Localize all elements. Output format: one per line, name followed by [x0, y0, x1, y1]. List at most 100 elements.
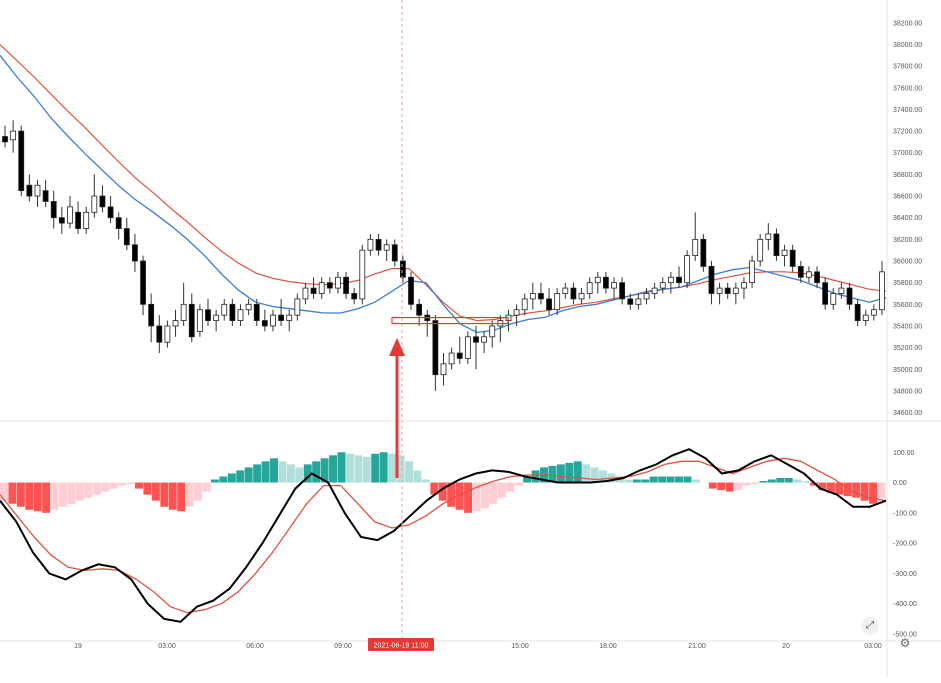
histogram-bar [767, 479, 776, 483]
price-tick-label: 37800.00 [893, 64, 922, 71]
candle-body [326, 282, 333, 289]
candle-body [676, 276, 682, 284]
candle-body [132, 244, 138, 262]
candle-body [75, 211, 81, 229]
histogram-bar [143, 482, 152, 495]
histogram-bar [75, 482, 84, 501]
histogram-bar [641, 479, 650, 483]
histogram-bar [135, 482, 143, 489]
candle-body [318, 282, 325, 294]
histogram-bar [742, 482, 751, 486]
histogram-bar [413, 470, 422, 483]
candle-body [221, 303, 228, 316]
time-axis: 19 03:00 06:00 09:00 15:00 18:00 21:00 20 03:00 [74, 643, 882, 650]
candle-body [253, 303, 260, 321]
candle-body [367, 238, 374, 251]
candle-body [822, 282, 829, 305]
histogram-bar [126, 482, 135, 485]
fullscreen-icon[interactable]: ⤢ [861, 617, 879, 635]
macd-tick-label: -200.00 [893, 541, 917, 548]
histogram-bar [320, 458, 329, 483]
histogram-bar [25, 482, 34, 510]
candle-body [10, 130, 17, 141]
candle-body [513, 309, 520, 316]
histogram-bar [852, 482, 861, 498]
candle-body [237, 309, 244, 321]
histogram-bar [194, 482, 203, 501]
candle-body [50, 201, 57, 219]
macd-tick-label: -100.00 [893, 510, 917, 517]
signal-line [0, 457, 887, 614]
histogram-bar [464, 482, 473, 513]
histogram-bar [506, 482, 515, 492]
candle-body [18, 130, 25, 192]
time-tick-label: 03:00 [158, 643, 176, 650]
candle-body [594, 276, 601, 284]
candle-body [278, 314, 284, 321]
histogram-bar [835, 482, 844, 495]
time-tick-label: 09:00 [334, 643, 352, 650]
price-tick-label: 35800.00 [893, 280, 922, 287]
histogram-bar [185, 482, 194, 507]
price-tick-label: 35400.00 [893, 323, 922, 330]
candle-body [797, 266, 804, 278]
histogram-bar [582, 464, 591, 483]
arrow-head [389, 338, 405, 356]
histogram-bar [59, 482, 68, 507]
candle-body [554, 293, 561, 311]
candle-body [67, 206, 73, 224]
candle-body [440, 363, 447, 376]
macd-axis: 100.00 0.00 -100.00 -200.00 -300.00 -400.00 -5… [893, 450, 917, 639]
histogram-bar [278, 461, 287, 483]
histogram-bar [531, 470, 540, 483]
histogram-bar [33, 482, 42, 512]
candle-body [432, 320, 439, 376]
candle-body [107, 206, 114, 219]
histogram-bar [573, 461, 582, 483]
candle-body [562, 287, 569, 294]
candle-body [627, 298, 634, 305]
candle-body [58, 217, 65, 224]
candle-body [862, 314, 869, 321]
candle-body [205, 309, 211, 321]
candle-body [611, 282, 617, 289]
histogram-bar [67, 482, 76, 504]
gear-icon[interactable]: ⚙ [899, 636, 911, 650]
candle-body [115, 217, 122, 229]
candle-body [245, 303, 252, 311]
price-tick-label: 37600.00 [893, 85, 922, 92]
candle-body [529, 293, 536, 300]
histogram-bar [160, 482, 169, 507]
histogram-bar [776, 477, 785, 483]
histogram-bar [396, 455, 405, 483]
histogram-bar [784, 477, 793, 483]
candle-body [42, 190, 49, 202]
candle-body [619, 282, 626, 300]
candlesticks [2, 120, 885, 391]
candle-body [473, 336, 479, 343]
candle-body [481, 336, 488, 343]
histogram-bar [388, 453, 397, 483]
histogram-bar [84, 482, 93, 498]
candle-body [643, 293, 650, 300]
ema-fast-line [0, 54, 887, 334]
price-tick-label: 34600.00 [893, 410, 922, 417]
histogram-bar [202, 482, 211, 492]
histogram-bar [168, 482, 177, 510]
histogram-bar [624, 479, 633, 483]
candle-body [464, 336, 471, 359]
histogram-bar [362, 456, 371, 483]
histogram-bar [480, 482, 489, 509]
histogram-bar [337, 452, 346, 483]
candle-body [684, 255, 691, 284]
histogram-bar [489, 482, 498, 504]
candle-body [879, 271, 885, 311]
candle-body [180, 303, 187, 321]
histogram-bar [236, 470, 245, 483]
candle-body [213, 314, 220, 321]
histogram-bar [371, 453, 380, 483]
candle-body [164, 325, 171, 343]
